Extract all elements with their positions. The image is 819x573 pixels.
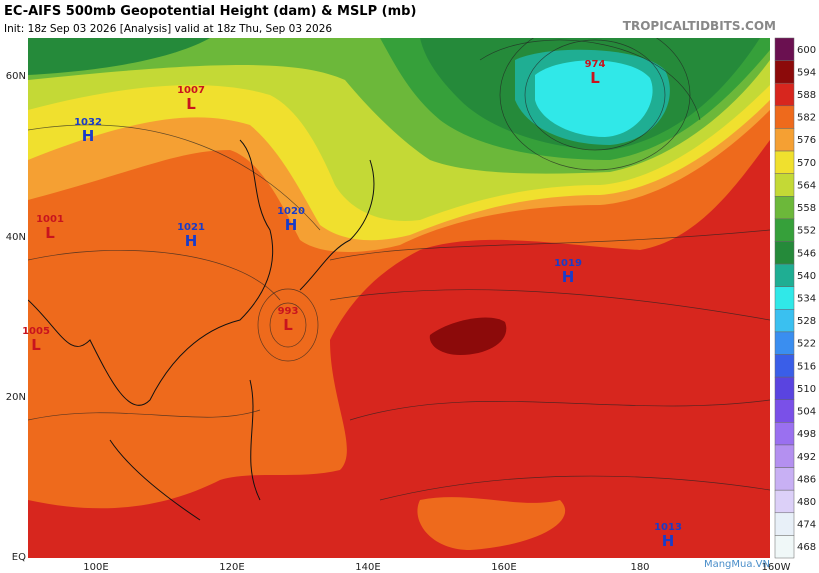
colorbar-label: 486 bbox=[797, 474, 816, 485]
colorbar-label: 570 bbox=[797, 158, 816, 169]
colorbar-label: 504 bbox=[797, 407, 816, 418]
colorbar-swatch bbox=[774, 309, 795, 333]
lat-label: 40N bbox=[6, 232, 26, 243]
colorbar-label: 534 bbox=[797, 294, 816, 305]
colorbar-label: 522 bbox=[797, 339, 816, 350]
colorbar-swatch bbox=[774, 173, 795, 197]
colorbar-swatch bbox=[774, 82, 795, 107]
colorbar-swatch bbox=[774, 241, 795, 265]
colorbar-label: 582 bbox=[797, 113, 816, 124]
center-type: L bbox=[45, 224, 55, 242]
colorbar-swatch bbox=[774, 60, 795, 84]
colorbar-label: 564 bbox=[797, 180, 816, 191]
lon-label: 120E bbox=[219, 562, 244, 573]
init-line: Init: 18z Sep 03 2026 [Analysis] valid a… bbox=[4, 23, 332, 35]
lat-label: 60N bbox=[6, 71, 26, 82]
center-pressure: 1019 bbox=[554, 258, 582, 269]
colorbar-label: 558 bbox=[797, 203, 816, 214]
colorbar-swatch bbox=[774, 376, 795, 400]
colorbar-swatch bbox=[774, 399, 795, 423]
colorbar-label: 600 bbox=[797, 45, 816, 56]
colorbar-swatch bbox=[774, 331, 795, 355]
lon-label: 160E bbox=[491, 562, 516, 573]
colorbar-swatch bbox=[774, 354, 795, 378]
center-type: H bbox=[285, 216, 298, 234]
colorbar: 600 594 588 582 576 570 564 558 552 546 540 534 528 5… bbox=[774, 37, 816, 559]
center-pressure: 1021 bbox=[177, 222, 205, 233]
colorbar-label: 546 bbox=[797, 248, 816, 259]
lat-label: EQ bbox=[12, 552, 26, 563]
colorbar-swatch bbox=[774, 196, 795, 220]
colorbar-label: 516 bbox=[797, 361, 816, 372]
colorbar-label: 594 bbox=[797, 67, 816, 78]
center-type: L bbox=[186, 95, 196, 113]
colorbar-label: 468 bbox=[797, 542, 816, 553]
center-type: L bbox=[31, 336, 41, 354]
lon-label: 180 bbox=[630, 562, 649, 573]
pressure-centers: 1032 H 1007 L 1021 H 1020 H 1001 L 993 L… bbox=[22, 59, 682, 550]
colorbar-swatch bbox=[774, 467, 795, 491]
center-pressure: 1005 bbox=[22, 326, 50, 337]
colorbar-label: 588 bbox=[797, 90, 816, 101]
map bbox=[28, 38, 770, 558]
colorbar-swatch bbox=[774, 263, 795, 287]
center-pressure: 1001 bbox=[36, 214, 64, 225]
lat-label: 20N bbox=[6, 392, 26, 403]
colorbar-swatch bbox=[774, 128, 795, 152]
colorbar-label: 498 bbox=[797, 429, 816, 440]
colorbar-swatch bbox=[774, 422, 795, 446]
colorbar-label: 576 bbox=[797, 135, 816, 146]
center-pressure: 993 bbox=[278, 306, 299, 317]
source: TROPICALTIDBITS.COM bbox=[623, 19, 776, 33]
colorbar-swatch bbox=[774, 150, 795, 174]
center-type: H bbox=[82, 127, 95, 145]
colorbar-swatch bbox=[774, 535, 795, 559]
center-pressure: 1020 bbox=[277, 206, 305, 217]
colorbar-swatch bbox=[774, 512, 795, 536]
colorbar-label: 552 bbox=[797, 226, 816, 237]
colorbar-swatch bbox=[774, 218, 795, 242]
colorbar-swatch bbox=[774, 37, 795, 61]
colorbar-label: 492 bbox=[797, 452, 816, 463]
center-pressure: 1013 bbox=[654, 522, 682, 533]
colorbar-label: 540 bbox=[797, 271, 816, 282]
colorbar-swatch bbox=[774, 286, 795, 310]
lat-labels: 60N 40N 20N EQ bbox=[6, 71, 26, 563]
center-type: L bbox=[283, 316, 293, 334]
center-pressure: 974 bbox=[585, 59, 606, 70]
lon-label: 100E bbox=[83, 562, 108, 573]
colorbar-label: 474 bbox=[797, 520, 816, 531]
center-type: H bbox=[185, 232, 198, 250]
center-type: H bbox=[562, 268, 575, 286]
center-pressure: 1007 bbox=[177, 85, 205, 96]
watermark: MangMua.VN bbox=[704, 559, 770, 570]
lon-label: 140E bbox=[355, 562, 380, 573]
center-pressure: 1032 bbox=[74, 117, 102, 128]
lon-labels: 100E 120E 140E 160E 180 160W bbox=[83, 562, 790, 573]
colorbar-swatch bbox=[774, 444, 795, 468]
title: EC-AIFS 500mb Geopotential Height (dam) … bbox=[4, 4, 416, 19]
colorbar-swatch bbox=[774, 489, 795, 514]
colorbar-label: 528 bbox=[797, 316, 816, 327]
center-type: H bbox=[662, 532, 675, 550]
colorbar-label: 480 bbox=[797, 497, 816, 508]
colorbar-swatch bbox=[774, 105, 795, 129]
colorbar-label: 510 bbox=[797, 384, 816, 395]
center-type: L bbox=[590, 69, 600, 87]
lon-label: 160W bbox=[762, 562, 791, 573]
